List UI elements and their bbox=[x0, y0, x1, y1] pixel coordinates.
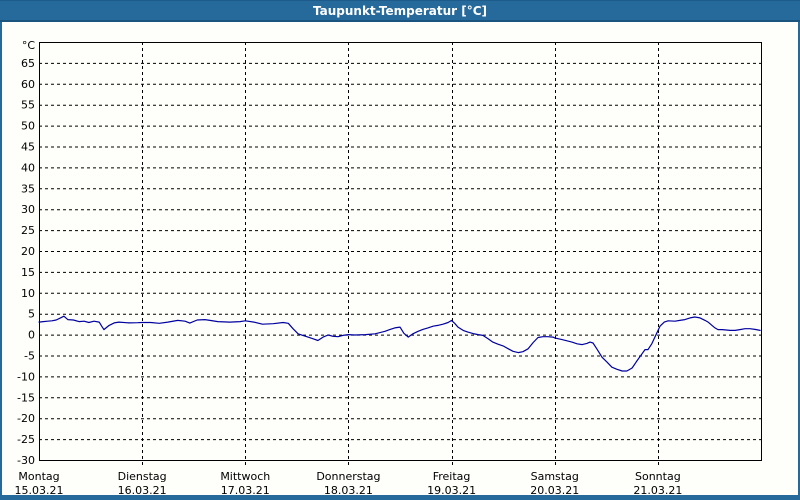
dewpoint-chart: °C65605550454035302520151050-5-10-15-20-… bbox=[15, 39, 762, 495]
y-tick-label: 55 bbox=[21, 99, 35, 112]
y-tick-label: -10 bbox=[17, 370, 35, 383]
x-weekday-label: Donnerstag bbox=[316, 470, 380, 483]
y-tick-label: 45 bbox=[21, 141, 35, 154]
y-tick-label: -5 bbox=[24, 350, 35, 363]
x-weekday-label: Freitag bbox=[433, 470, 471, 483]
x-weekday-label: Samstag bbox=[531, 470, 579, 483]
x-date-label: 17.03.21 bbox=[221, 484, 270, 495]
y-tick-label: -30 bbox=[17, 454, 35, 467]
x-date-label: 16.03.21 bbox=[118, 484, 167, 495]
y-tick-label: 40 bbox=[21, 161, 35, 174]
y-tick-label: 50 bbox=[21, 120, 35, 133]
x-date-label: 21.03.21 bbox=[633, 484, 682, 495]
title-bar: Taupunkt-Temperatur [°C] bbox=[0, 0, 800, 22]
x-date-label: 15.03.21 bbox=[15, 484, 64, 495]
gridlines bbox=[39, 42, 761, 465]
y-tick-label: 5 bbox=[28, 308, 35, 321]
x-weekday-label: Montag bbox=[18, 470, 59, 483]
chart-area: °C 65 60 55 50 45 40 35 30 25 20 15 10 5 0 -5 -10 -15 -20-… bbox=[2, 22, 798, 495]
y-tick-label: 0 bbox=[28, 329, 35, 342]
plot-border bbox=[39, 42, 762, 461]
x-date-label: 20.03.21 bbox=[530, 484, 579, 495]
x-weekday-label: Dienstag bbox=[118, 470, 167, 483]
y-tick-label: -15 bbox=[17, 391, 35, 404]
y-tick-label: 20 bbox=[21, 245, 35, 258]
window-title: Taupunkt-Temperatur [°C] bbox=[312, 3, 488, 18]
x-weekday-label: Mittwoch bbox=[220, 470, 270, 483]
y-axis-unit-label: °C bbox=[22, 39, 36, 52]
y-tick-label: 65 bbox=[21, 57, 35, 70]
y-tick-label: 10 bbox=[21, 287, 35, 300]
y-tick-label: 15 bbox=[21, 266, 35, 279]
y-tick-label: 35 bbox=[21, 182, 35, 195]
y-tick-label: -20 bbox=[17, 412, 35, 425]
y-tick-label: 25 bbox=[21, 224, 35, 237]
dewpoint-line bbox=[38, 315, 761, 372]
y-tick-label: 60 bbox=[21, 78, 35, 91]
x-weekday-label: Sonntag bbox=[635, 470, 681, 483]
y-tick-label: -25 bbox=[17, 433, 35, 446]
x-date-label: 18.03.21 bbox=[324, 484, 373, 495]
y-tick-label: 30 bbox=[21, 203, 35, 216]
y-axis-labels: °C65605550454035302520151050-5-10-15-20-… bbox=[17, 39, 35, 467]
x-date-label: 19.03.21 bbox=[427, 484, 476, 495]
